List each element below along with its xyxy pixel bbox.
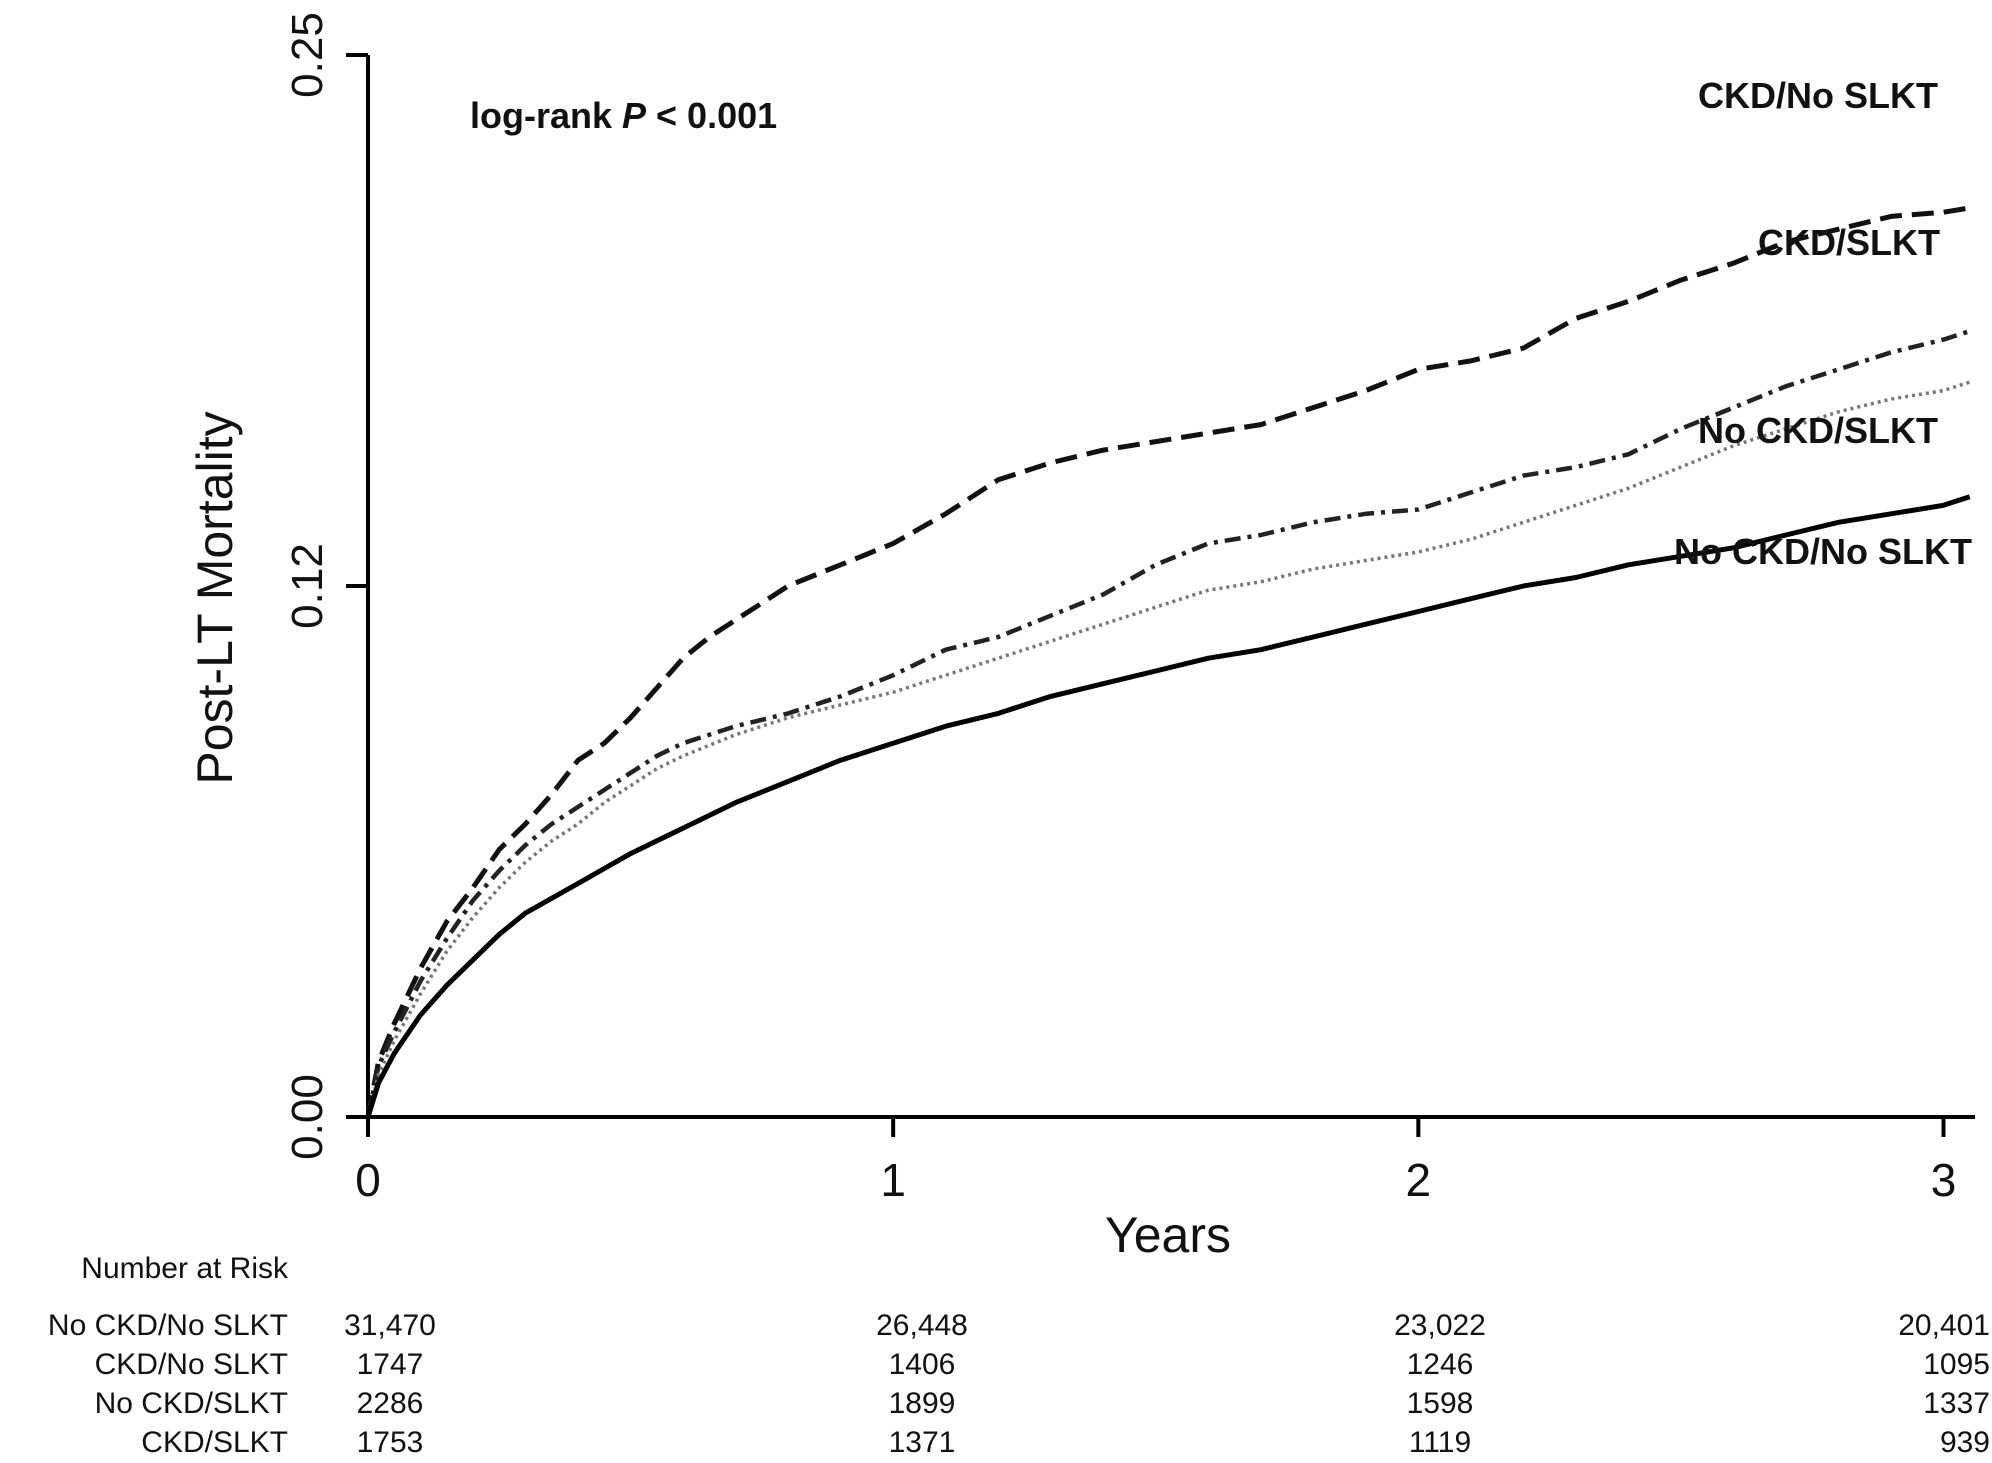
risk-cell: 939 — [1940, 1426, 1990, 1458]
risk-cell: 1246 — [1407, 1348, 1474, 1381]
risk-row-label: CKD/SLKT — [141, 1426, 288, 1458]
risk-cell: 20,401 — [1898, 1309, 1990, 1342]
risk-cell: 31,470 — [344, 1309, 436, 1342]
annotation-suffix: < 0.001 — [646, 95, 777, 136]
x-axis-title: Years — [1105, 1207, 1231, 1263]
y-tick-label: 0.25 — [283, 12, 332, 98]
risk-cell: 1119 — [1409, 1426, 1471, 1458]
y-tick-label: 0.12 — [283, 543, 332, 629]
risk-cell: 1406 — [889, 1348, 956, 1381]
risk-cell: 1753 — [357, 1426, 424, 1458]
y-tick-label: 0.00 — [283, 1074, 332, 1160]
risk-row-label: No CKD/SLKT — [95, 1387, 288, 1420]
series-label: No CKD/SLKT — [1698, 410, 1938, 451]
risk-cell: 2286 — [357, 1387, 424, 1420]
risk-table-title: Number at Risk — [81, 1252, 289, 1285]
series-label: No CKD/No SLKT — [1674, 531, 1972, 572]
annotation-p: P — [622, 95, 647, 136]
annotation-prefix: log-rank — [470, 95, 622, 136]
series-lines — [365, 205, 1971, 1118]
risk-cell: 1095 — [1923, 1348, 1990, 1381]
risk-cell: 1899 — [889, 1387, 956, 1420]
series-label: CKD/No SLKT — [1698, 75, 1938, 116]
series-line-no-ckd-no-slkt — [365, 494, 1971, 1118]
y-axis-title: Post-LT Mortality — [187, 411, 243, 784]
risk-cell: 1747 — [357, 1348, 424, 1381]
risk-row-label: CKD/No SLKT — [95, 1348, 288, 1381]
risk-cell: 23,022 — [1394, 1309, 1486, 1342]
series-label: CKD/SLKT — [1758, 222, 1940, 263]
risk-cell: 1337 — [1923, 1387, 1990, 1420]
axes: 0.00 0.12 0.25 0 1 2 3 — [283, 12, 1975, 1206]
risk-cell: 1371 — [889, 1426, 956, 1458]
risk-cell: 26,448 — [876, 1309, 968, 1342]
risk-row-label: No CKD/No SLKT — [48, 1309, 288, 1342]
series-line-ckd-no-slkt — [365, 205, 1971, 1118]
x-tick-label: 2 — [1406, 1154, 1432, 1206]
series-line-no-ckd-slkt — [366, 380, 1971, 1118]
log-rank-annotation: log-rank P < 0.001 — [470, 95, 777, 136]
x-tick-label: 3 — [1931, 1154, 1957, 1206]
x-tick-label: 1 — [880, 1154, 906, 1206]
risk-cell: 1598 — [1407, 1387, 1474, 1420]
number-at-risk-table: Number at Risk No CKD/No SLKT 31,470 26,44… — [48, 1252, 1990, 1459]
series-labels: CKD/No SLKT CKD/SLKT No CKD/SLKT No CKD/No … — [1674, 75, 1972, 572]
x-tick-label: 0 — [355, 1154, 381, 1206]
series-line-ckd-slkt — [365, 328, 1971, 1118]
